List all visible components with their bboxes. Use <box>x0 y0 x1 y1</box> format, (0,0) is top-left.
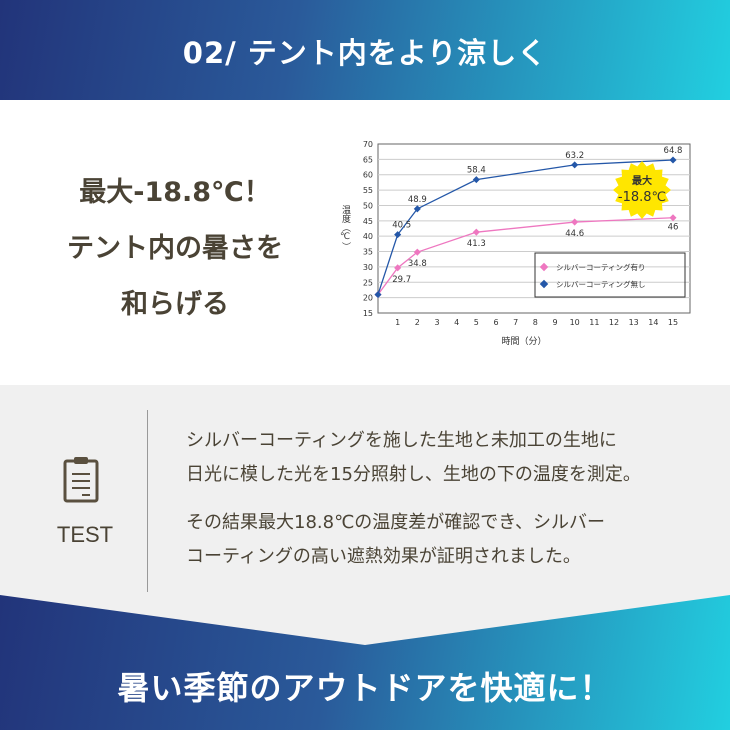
legend-label: シルバーコーティング無し <box>556 279 646 289</box>
data-point <box>413 205 421 213</box>
y-tick-label: 55 <box>363 186 373 195</box>
x-tick-label: 2 <box>415 318 420 327</box>
badge-label: 最大 <box>632 174 652 187</box>
header-banner: 02/ テント内をより涼しく <box>0 0 730 100</box>
data-label: 29.7 <box>392 275 411 285</box>
y-tick-label: 35 <box>363 248 373 257</box>
y-tick-label: 45 <box>363 217 373 226</box>
test-description: シルバーコーティングを施した生地と未加工の生地に日光に模した光を15分照射し、生… <box>186 424 641 588</box>
x-tick-label: 13 <box>629 318 639 327</box>
divider <box>147 410 148 592</box>
y-tick-label: 70 <box>363 140 373 149</box>
data-label: 58.4 <box>467 166 486 176</box>
badge-value: -18.8℃ <box>618 190 666 205</box>
lead-line: 最大-18.8℃！ <box>79 177 271 208</box>
x-axis-label: 時間（分） <box>501 336 546 347</box>
y-tick-label: 15 <box>363 309 373 318</box>
data-point <box>374 291 382 299</box>
desc-line: その結果最大18.8℃の温度差が確認でき、シルバー <box>186 512 606 533</box>
legend-box <box>534 252 686 298</box>
desc-line: シルバーコーティングを施した生地と未加工の生地に <box>186 430 617 451</box>
legend-label: シルバーコーティング有り <box>556 262 646 272</box>
data-label: 46 <box>668 223 679 233</box>
data-point <box>669 156 677 164</box>
data-point <box>571 218 579 226</box>
lead-text: 最大-18.8℃！ テント内の暑さを 和らげる <box>30 165 320 333</box>
y-tick-label: 50 <box>363 201 373 210</box>
data-point <box>394 231 402 239</box>
x-tick-label: 12 <box>609 318 619 327</box>
lead-line: 和らげる <box>121 289 229 320</box>
data-point <box>669 214 677 222</box>
data-point <box>394 264 402 272</box>
test-label: TEST <box>56 522 114 547</box>
data-label: 44.6 <box>565 229 584 239</box>
clipboard-icon <box>63 457 99 503</box>
y-axis-label: 温度（℃） <box>340 205 351 251</box>
x-tick-label: 8 <box>533 318 538 327</box>
desc-line: コーティングの高い遮熱効果が証明されました。 <box>186 546 581 567</box>
y-tick-label: 20 <box>363 294 373 303</box>
data-label: 64.8 <box>664 146 683 156</box>
data-label: 41.3 <box>467 239 486 249</box>
x-tick-label: 4 <box>454 318 459 327</box>
x-tick-label: 9 <box>552 318 557 327</box>
x-tick-label: 5 <box>474 318 479 327</box>
x-tick-label: 14 <box>648 318 658 327</box>
data-point <box>472 176 480 184</box>
series-line <box>377 217 674 295</box>
x-tick-label: 15 <box>668 318 678 327</box>
lead-line: テント内の暑さを <box>67 233 283 264</box>
y-tick-label: 25 <box>363 278 373 287</box>
series-line <box>377 159 674 295</box>
header-title: 02/ テント内をより涼しく <box>182 36 548 70</box>
y-tick-label: 65 <box>363 155 373 164</box>
data-point <box>472 228 480 236</box>
legend-marker <box>539 279 549 289</box>
legend-marker <box>539 262 549 272</box>
y-tick-label: 30 <box>363 263 373 272</box>
data-point <box>571 161 579 169</box>
data-label: 63.2 <box>565 151 584 161</box>
x-tick-label: 7 <box>513 318 518 327</box>
data-label: 34.8 <box>408 259 427 269</box>
data-label: 40.5 <box>392 221 411 231</box>
y-tick-label: 60 <box>363 171 373 180</box>
desc-line: 日光に模した光を15分照射し、生地の下の温度を測定。 <box>186 464 641 485</box>
data-label: 48.9 <box>408 195 427 205</box>
data-point <box>413 248 421 256</box>
x-tick-label: 11 <box>589 318 599 327</box>
x-tick-label: 10 <box>570 318 580 327</box>
x-tick-label: 1 <box>395 318 400 327</box>
y-tick-label: 40 <box>363 232 373 241</box>
max-difference-badge <box>613 161 671 219</box>
x-tick-label: 6 <box>493 318 498 327</box>
footer-title: 暑い季節のアウトドアを快適に！ <box>117 669 613 707</box>
x-tick-label: 3 <box>434 318 439 327</box>
